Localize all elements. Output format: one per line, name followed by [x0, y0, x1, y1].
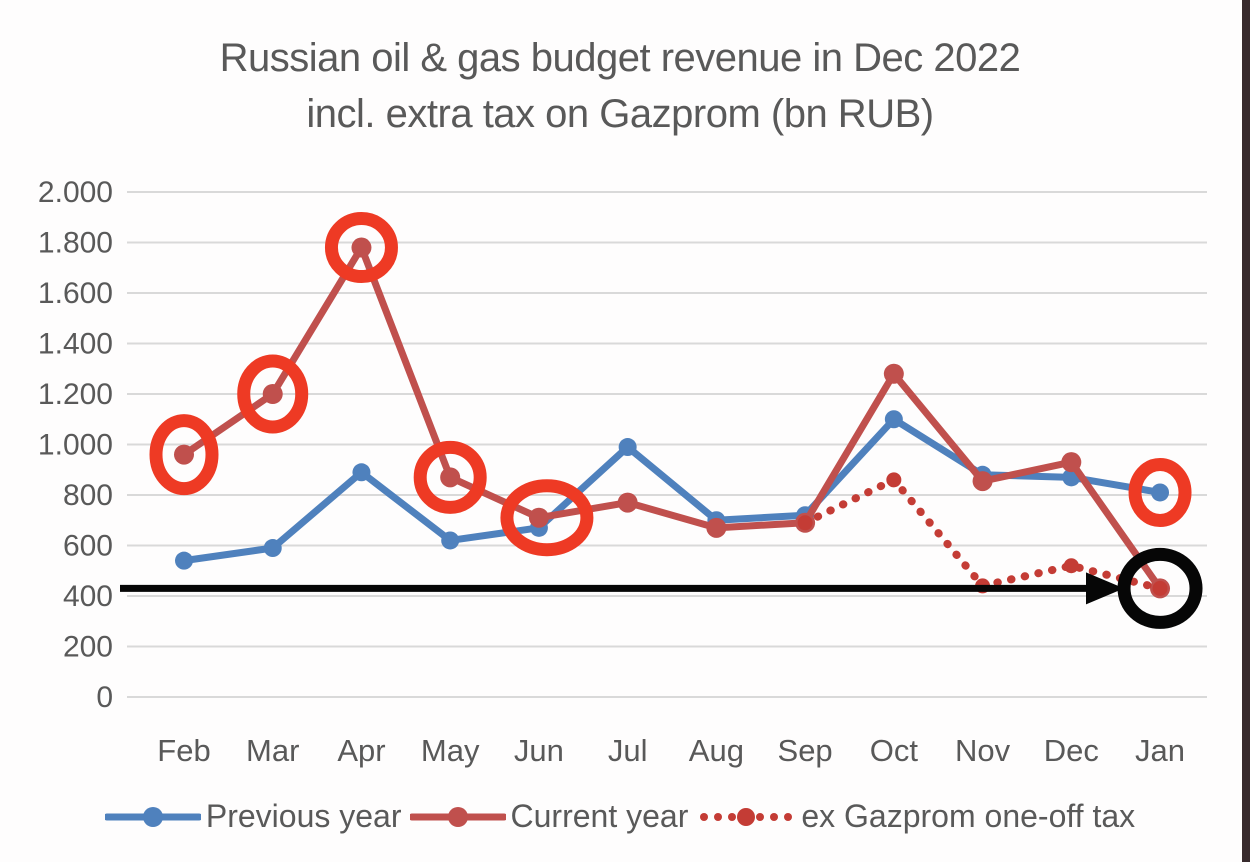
data-point-marker: [617, 492, 638, 513]
red-circle-annotation: [149, 414, 219, 496]
x-tick-label: May: [421, 733, 480, 768]
chart-title-line2: incl. extra tax on Gazprom (bn RUB): [306, 92, 934, 136]
x-tick-label: Apr: [337, 733, 385, 768]
black-circle-annotation: [1117, 547, 1203, 629]
legend-label-ex-gazprom: ex Gazprom one-off tax: [801, 798, 1136, 834]
series-line: [180, 415, 1164, 565]
legend-item-ex-gazprom: ex Gazprom one-off tax: [696, 798, 1135, 835]
x-tick-label: Sep: [778, 733, 833, 768]
data-point-marker: [706, 517, 727, 538]
x-axis-tick-labels: Feb Mar Apr May Jun Jul Aug Sep Oct Nov Dec Jan: [157, 733, 1185, 768]
y-tick-label: 600: [63, 530, 113, 563]
data-point-marker: [1152, 580, 1168, 596]
red-circle-annotation: [324, 212, 398, 284]
line-chart-plot-area: 0 200 400 600 800 1.000 1.200 1.400 1.600 1.800 2.…: [38, 176, 1207, 768]
y-tick-label: 0: [96, 681, 113, 714]
data-point-marker: [175, 551, 193, 570]
data-point-marker: [528, 507, 549, 528]
y-tick-label: 400: [63, 580, 113, 613]
x-tick-label: Aug: [689, 733, 744, 768]
y-tick-label: 2.000: [38, 176, 113, 209]
data-point-marker: [972, 471, 993, 492]
data-point-marker: [1061, 452, 1082, 473]
series-line: [180, 244, 1164, 592]
data-point-marker: [263, 539, 282, 558]
chart-title: Russian oil & gas budget revenue in Dec …: [0, 30, 1240, 142]
y-tick-label: 800: [63, 479, 113, 512]
y-axis-tick-labels: 0 200 400 600 800 1.000 1.200 1.400 1.600 1.800 2.…: [38, 176, 113, 714]
red-circle-annotation: [500, 479, 594, 557]
red-circle-annotation: [413, 440, 487, 514]
series-current-year: [174, 237, 1171, 599]
y-tick-label: 1.400: [38, 328, 113, 361]
y-tick-label: 1.800: [38, 227, 113, 260]
x-tick-label: Jan: [1135, 733, 1185, 768]
x-tick-label: Jun: [514, 733, 564, 768]
data-point-marker: [797, 515, 813, 531]
x-tick-label: Mar: [246, 733, 299, 768]
data-point-marker: [262, 384, 283, 404]
red-circle-annotation: [237, 354, 309, 434]
legend-label-previous-year: Previous year: [205, 798, 402, 834]
legend-item-current-year: Current year: [409, 798, 689, 835]
data-point-marker: [174, 444, 194, 465]
chart-title-line1: Russian oil & gas budget revenue in Dec …: [219, 36, 1021, 80]
series-line-dotted: [801, 474, 1165, 593]
data-point-marker: [441, 531, 460, 550]
gridlines: [127, 191, 1207, 698]
data-point-marker: [884, 410, 903, 429]
y-tick-label: 1.200: [38, 378, 113, 411]
photo-edge-border: [1242, 0, 1250, 862]
data-point-marker: [618, 438, 637, 457]
chart-legend: Previous year Current year: [0, 798, 1240, 835]
data-point-marker: [352, 463, 371, 482]
data-point-marker: [883, 363, 904, 384]
data-point-marker: [351, 237, 372, 258]
x-tick-label: Oct: [870, 733, 919, 768]
data-point-marker: [1063, 558, 1079, 574]
y-tick-label: 1.000: [38, 429, 113, 462]
legend-swatch-solid-line-icon: [104, 803, 201, 831]
legend-swatch-dotted-line-icon: [696, 803, 796, 831]
data-point-marker: [440, 467, 461, 488]
x-tick-label: Nov: [955, 733, 1011, 768]
legend-label-current-year: Current year: [510, 798, 689, 834]
x-tick-label: Dec: [1044, 733, 1099, 768]
x-tick-label: Feb: [157, 733, 210, 768]
annotations: [120, 212, 1203, 629]
y-tick-label: 1.600: [38, 277, 113, 310]
legend-item-previous-year: Previous year: [104, 798, 402, 835]
legend-swatch-solid-line-icon: [409, 803, 506, 831]
x-tick-label: Jul: [608, 733, 648, 768]
black-arrow-head: [1086, 572, 1124, 605]
y-tick-label: 200: [63, 631, 113, 664]
data-point-marker: [886, 472, 902, 488]
red-circle-annotation: [1128, 457, 1192, 527]
data-point-marker: [1151, 483, 1170, 502]
